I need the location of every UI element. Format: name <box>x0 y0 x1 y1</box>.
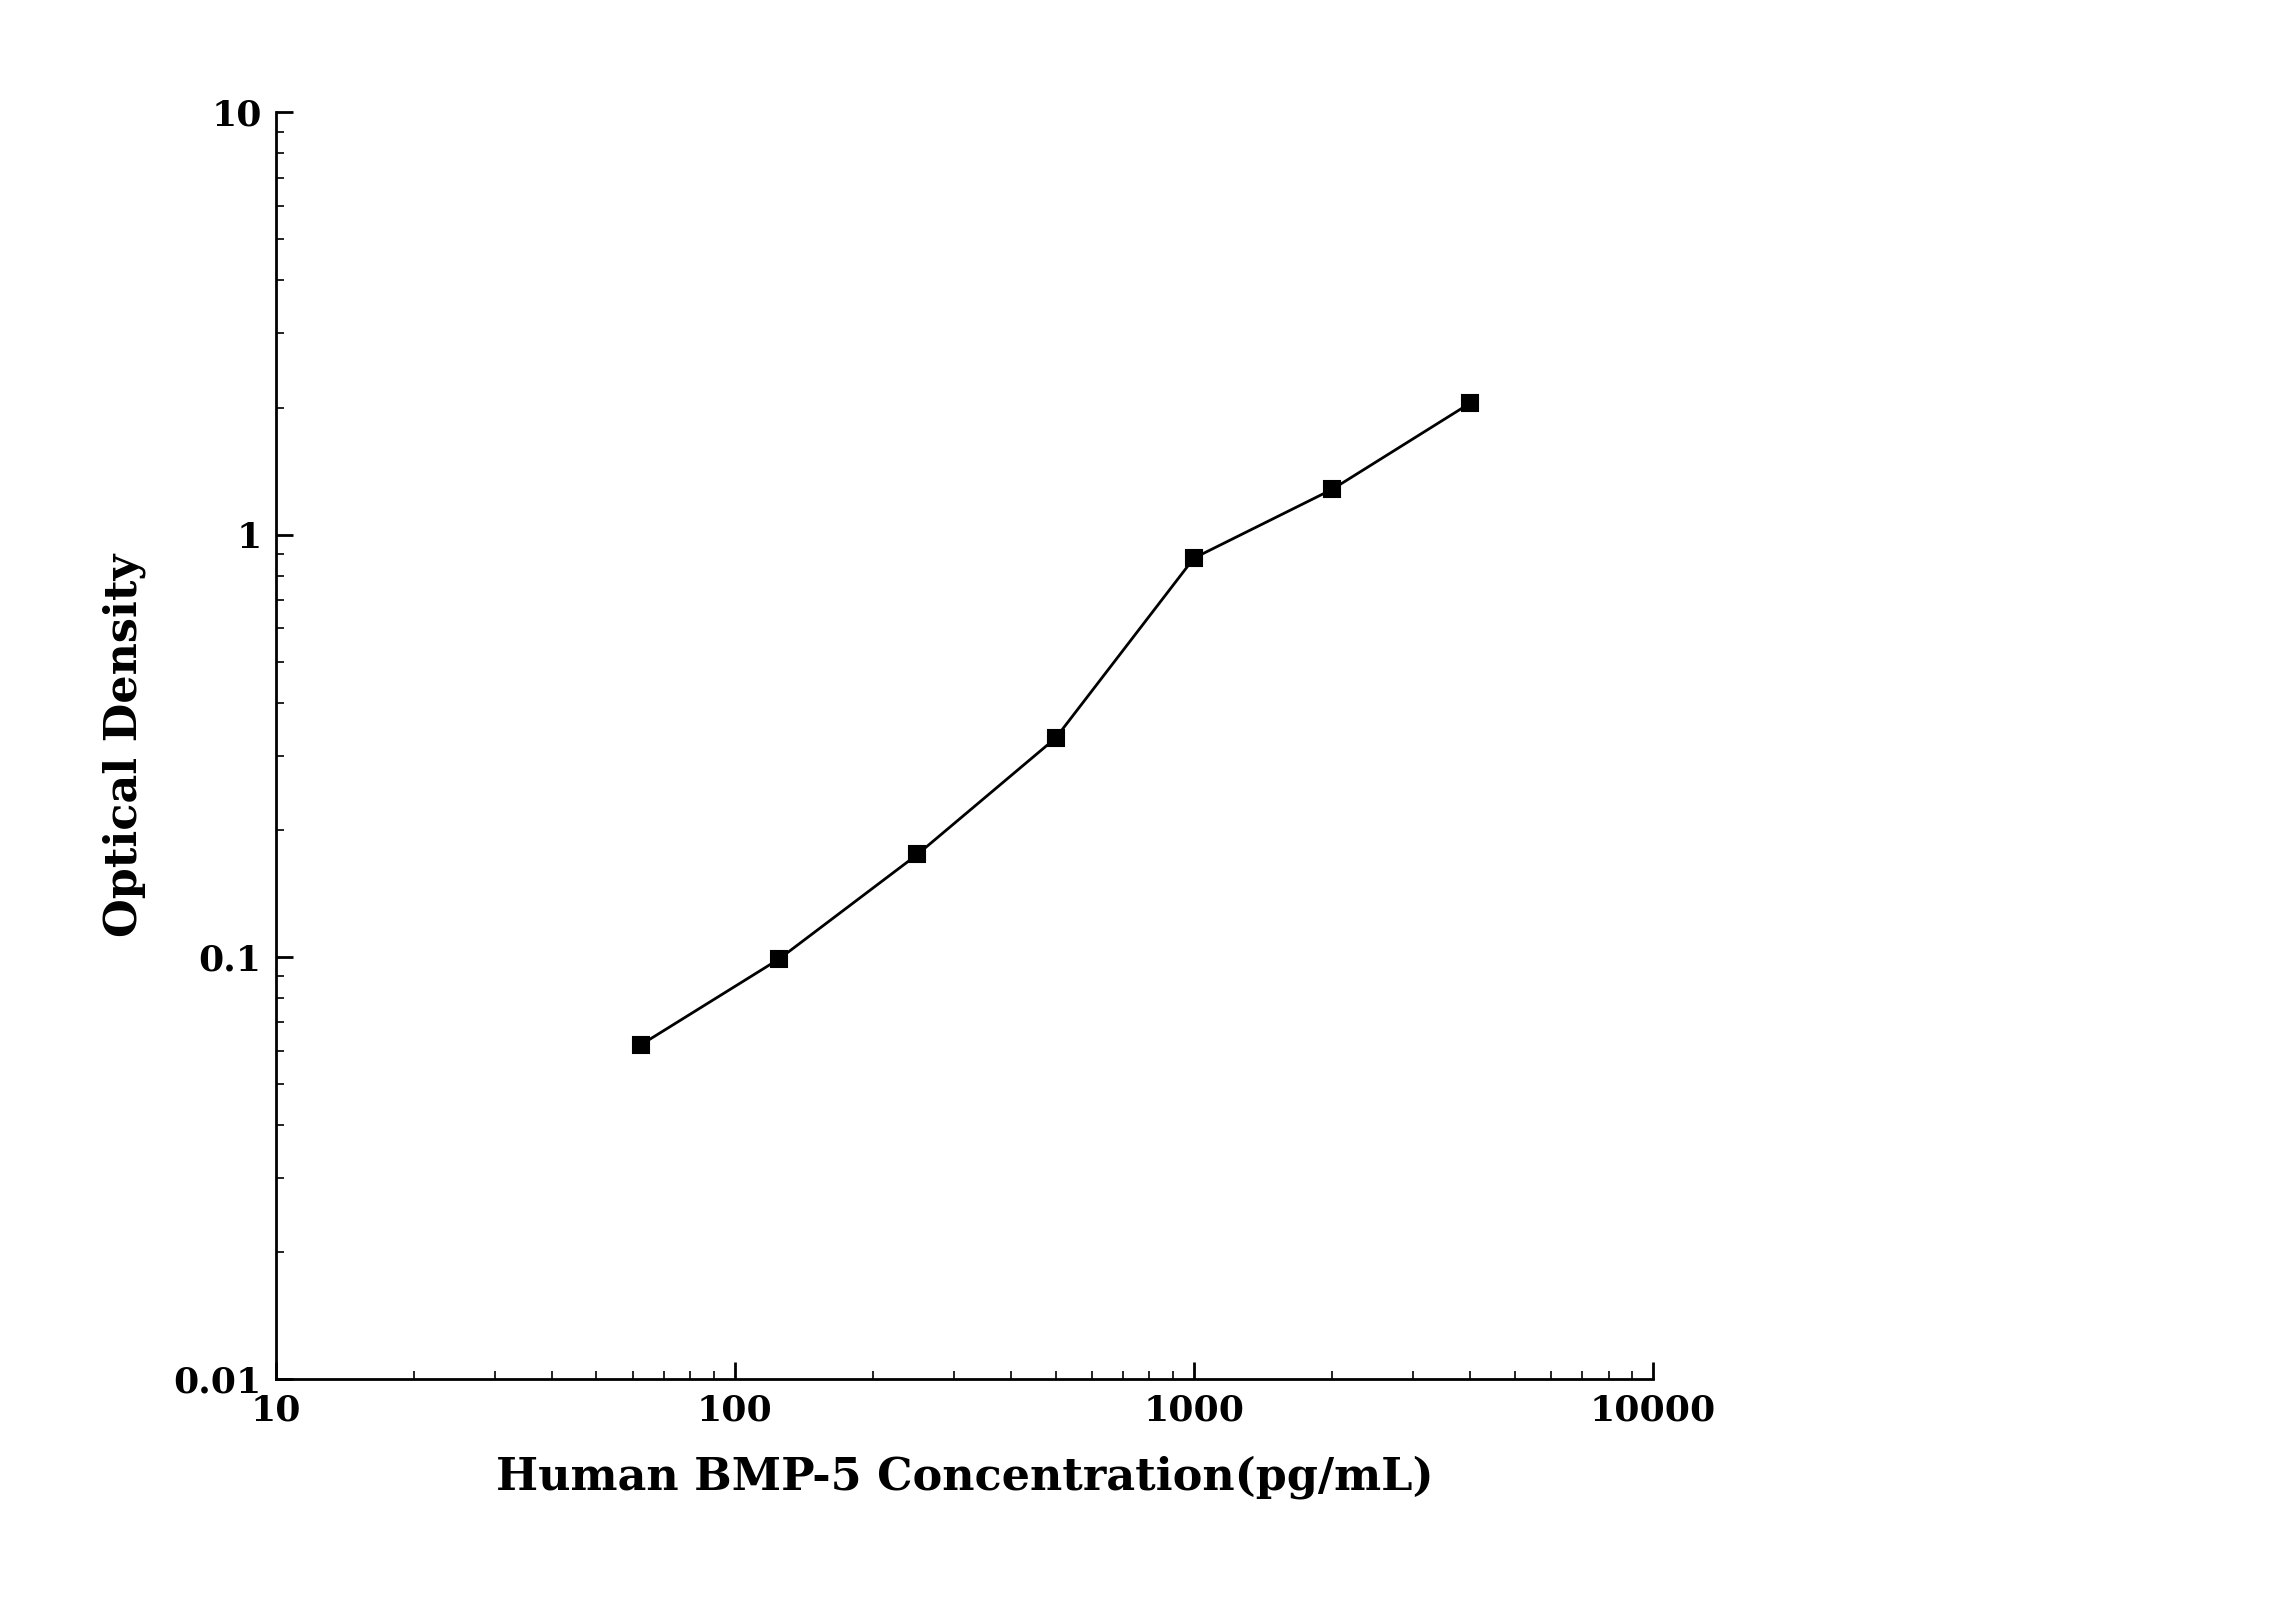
X-axis label: Human BMP-5 Concentration(pg/mL): Human BMP-5 Concentration(pg/mL) <box>496 1455 1433 1498</box>
Y-axis label: Optical Density: Optical Density <box>101 555 145 937</box>
